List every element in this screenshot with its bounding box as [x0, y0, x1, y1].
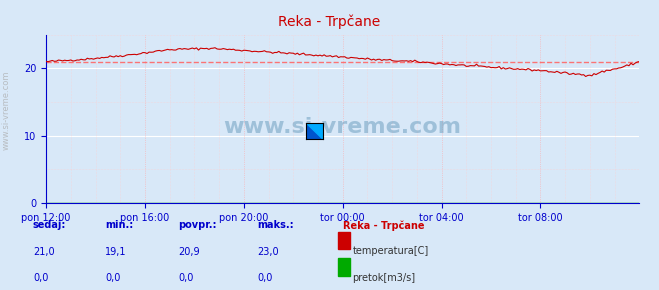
Text: min.:: min.: — [105, 220, 134, 230]
Text: 20,9: 20,9 — [178, 246, 200, 256]
Text: Reka - Trpčane: Reka - Trpčane — [343, 220, 424, 231]
Text: 0,0: 0,0 — [33, 273, 48, 282]
Text: 0,0: 0,0 — [105, 273, 121, 282]
Polygon shape — [306, 123, 323, 139]
Text: 23,0: 23,0 — [257, 246, 279, 256]
Text: www.si-vreme.com: www.si-vreme.com — [2, 70, 11, 150]
Text: Reka - Trpčane: Reka - Trpčane — [278, 14, 381, 29]
Text: www.si-vreme.com: www.si-vreme.com — [223, 117, 462, 137]
Text: pretok[m3/s]: pretok[m3/s] — [353, 273, 416, 282]
Text: sedaj:: sedaj: — [33, 220, 67, 230]
Text: 0,0: 0,0 — [257, 273, 272, 282]
Text: povpr.:: povpr.: — [178, 220, 216, 230]
Text: 21,0: 21,0 — [33, 246, 55, 256]
Text: 0,0: 0,0 — [178, 273, 193, 282]
Polygon shape — [306, 123, 323, 139]
Text: temperatura[C]: temperatura[C] — [353, 246, 429, 256]
Text: maks.:: maks.: — [257, 220, 294, 230]
Text: 19,1: 19,1 — [105, 246, 127, 256]
